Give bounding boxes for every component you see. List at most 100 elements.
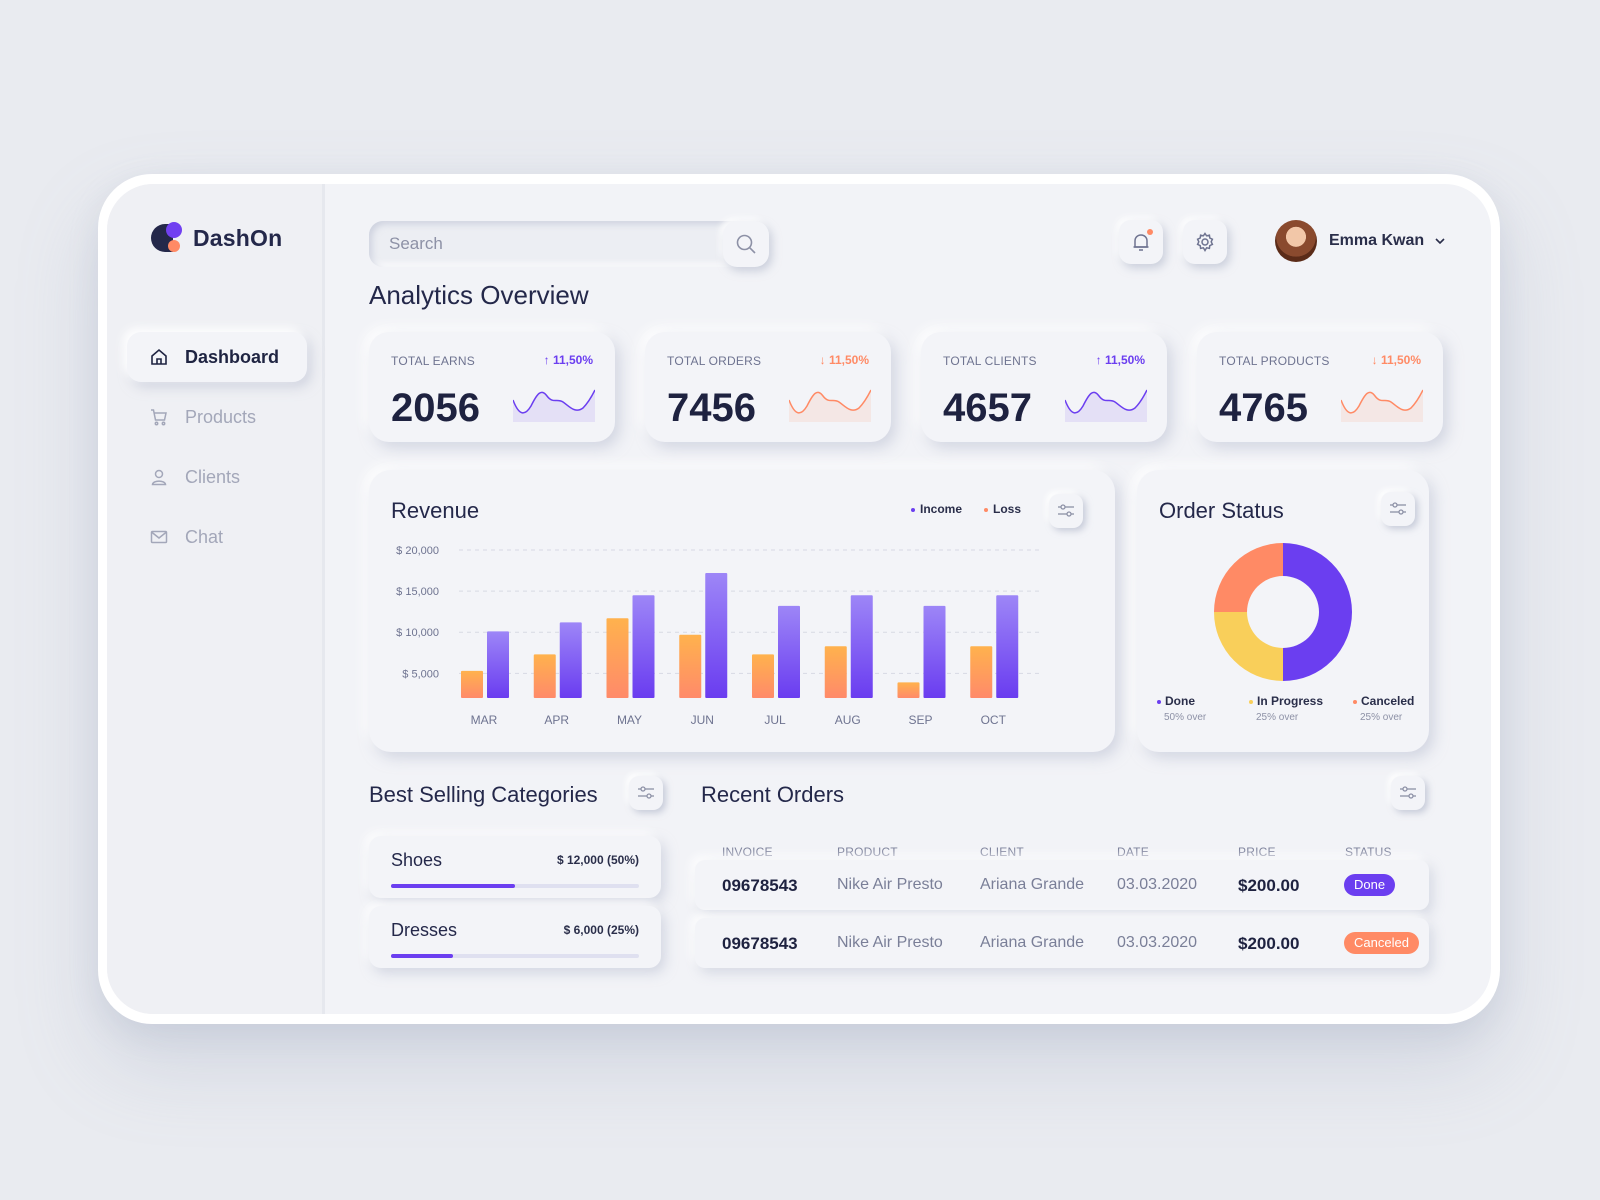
recent-orders-filter-button[interactable] (1391, 776, 1425, 810)
settings-button[interactable] (1183, 220, 1227, 264)
sidebar-item-label: Clients (185, 466, 241, 487)
legend-loss[interactable]: Loss (984, 502, 1021, 516)
column-header[interactable]: DATE (1117, 845, 1149, 859)
bar-income-sep (923, 605, 946, 698)
status-badge: Canceled (1344, 932, 1419, 954)
stat-value: 7456 (667, 386, 756, 430)
column-header[interactable]: STATUS (1345, 845, 1392, 859)
stat-value: 2056 (391, 386, 480, 430)
sidebar-item-label: Chat (185, 526, 224, 547)
order-status-panel: Order Status Done 50% over In Progress 2… (1137, 470, 1429, 752)
logo-icon (151, 222, 183, 254)
order-status-filter-button[interactable] (1381, 492, 1415, 526)
chart-legend: Income Loss (911, 502, 1021, 516)
x-tick-label: JUN (691, 713, 714, 727)
sidebar-item-products[interactable]: Products (127, 392, 307, 442)
donut-slice-done (1283, 543, 1352, 681)
table-row[interactable]: 09678543 Nike Air Presto Ariana Grande 0… (695, 918, 1429, 968)
bar-income-jun (705, 573, 728, 698)
client-cell: Ariana Grande (980, 876, 1085, 893)
search-bar (369, 221, 769, 267)
sidebar-item-label: Dashboard (185, 346, 280, 367)
invoice-cell: 09678543 (722, 934, 798, 953)
notification-dot (1147, 229, 1153, 235)
bar-loss-jul (752, 654, 774, 698)
client-cell: Ariana Grande (980, 934, 1085, 951)
price-cell: $200.00 (1238, 934, 1300, 953)
recent-orders-title: Recent Orders (701, 782, 845, 807)
bar-loss-apr (533, 654, 556, 698)
legend-income[interactable]: Income (911, 502, 962, 516)
x-tick-label: APR (544, 713, 569, 727)
y-tick-label: $ 15,000 (396, 586, 439, 598)
column-header[interactable]: INVOICE (722, 845, 773, 859)
notifications-button[interactable] (1119, 220, 1163, 264)
date-cell: 03.03.2020 (1117, 876, 1198, 893)
sidebar: DashOn Dashboard Products Clients (107, 184, 325, 1014)
y-tick-label: $ 10,000 (396, 627, 439, 639)
category-progress-bar (391, 954, 639, 958)
sparkline-chart (1065, 389, 1147, 422)
category-card-dresses[interactable]: Dresses $ 6,000 (25%) (369, 906, 661, 968)
x-tick-label: OCT (981, 713, 1007, 727)
y-tick-label: $ 5,000 (402, 668, 439, 680)
stat-label: TOTAL PRODUCTS (1219, 354, 1330, 368)
category-name: Shoes (391, 850, 443, 870)
category-card-shoes[interactable]: Shoes $ 12,000 (50%) (369, 836, 661, 898)
page-title: Analytics Overview (369, 280, 589, 310)
column-header[interactable]: CLIENT (980, 845, 1024, 859)
donut-slice-canceled (1214, 543, 1283, 612)
mail-icon (149, 527, 169, 547)
stat-value: 4765 (1219, 386, 1308, 430)
chevron-down-icon (1435, 238, 1445, 245)
best-selling-filter-button[interactable] (629, 776, 663, 810)
user-name: Emma Kwan (1329, 232, 1425, 249)
sidebar-item-clients[interactable]: Clients (127, 452, 307, 502)
revenue-filter-button[interactable] (1049, 494, 1083, 528)
legend-done[interactable]: Done 50% over (1157, 694, 1206, 723)
stat-card-products[interactable]: TOTAL PRODUCTS ↓ 11,50% 4765 (1197, 332, 1443, 442)
stat-label: TOTAL ORDERS (667, 354, 762, 368)
table-row[interactable]: 09678543 Nike Air Presto Ariana Grande 0… (695, 860, 1429, 910)
app-screen: DashOn Dashboard Products Clients (107, 184, 1491, 1014)
stat-card-orders[interactable]: TOTAL ORDERS ↓ 11,50% 7456 (645, 332, 891, 442)
order-status-donut-chart (1214, 543, 1352, 681)
app-logo[interactable]: DashOn (151, 222, 282, 254)
legend-in-progress[interactable]: In Progress 25% over (1249, 694, 1323, 723)
bar-income-aug (850, 595, 873, 698)
sparkline-chart (513, 389, 595, 422)
sidebar-item-dashboard[interactable]: Dashboard (127, 332, 307, 382)
sidebar-item-label: Products (185, 406, 257, 427)
category-amount: $ 12,000 (50%) (556, 853, 639, 867)
app-name: DashOn (193, 224, 283, 251)
search-button[interactable] (723, 221, 769, 267)
stat-value: 4657 (943, 386, 1032, 430)
sliders-icon (1390, 502, 1406, 515)
stat-change: ↑ 11,50% (543, 353, 593, 367)
category-name: Dresses (391, 920, 458, 940)
bar-income-apr (559, 622, 582, 698)
bar-loss-mar (461, 670, 483, 698)
stat-card-clients[interactable]: TOTAL CLIENTS ↑ 11,50% 4657 (921, 332, 1167, 442)
stat-change: ↓ 11,50% (819, 353, 869, 367)
panel-title: Order Status (1159, 498, 1284, 523)
column-header[interactable]: PRICE (1238, 845, 1276, 859)
stat-card-earns[interactable]: TOTAL EARNS ↑ 11,50% 2056 (369, 332, 615, 442)
date-cell: 03.03.2020 (1117, 934, 1198, 951)
x-tick-label: SEP (908, 713, 932, 727)
y-tick-label: $ 20,000 (396, 545, 439, 557)
sliders-icon (638, 786, 654, 799)
product-cell: Nike Air Presto (837, 934, 943, 951)
sparkline-chart (789, 389, 871, 422)
search-input[interactable] (369, 221, 709, 267)
bar-income-mar (487, 631, 509, 698)
x-tick-label: MAY (617, 713, 642, 727)
sidebar-item-chat[interactable]: Chat (127, 512, 307, 562)
user-menu[interactable]: Emma Kwan (1275, 220, 1446, 262)
sliders-icon (1058, 504, 1074, 517)
search-icon (736, 234, 756, 254)
category-amount: $ 6,000 (25%) (563, 923, 639, 937)
x-tick-label: MAR (471, 713, 498, 727)
legend-canceled[interactable]: Canceled 25% over (1353, 694, 1414, 723)
sidebar-nav: Dashboard Products Clients Chat (127, 332, 307, 572)
